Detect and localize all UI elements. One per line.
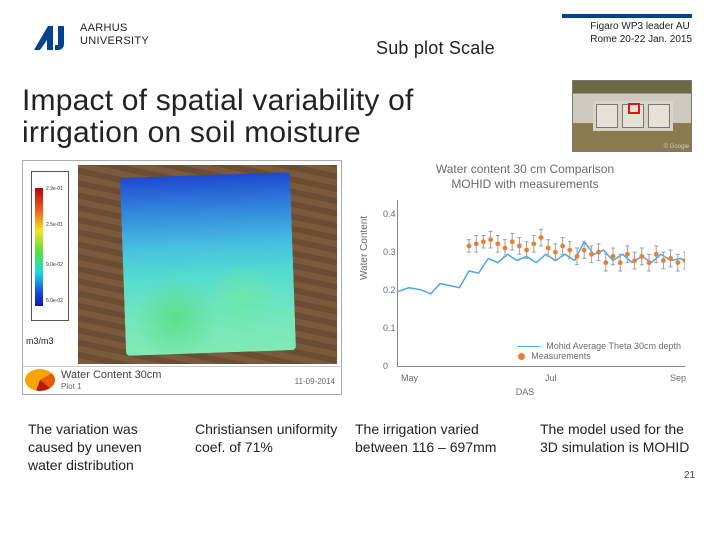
chart-title: Water content 30 cm Comparison MOHID wit… <box>355 160 695 192</box>
legend-dot-icon <box>518 353 525 360</box>
ytick-2: 0.2 <box>383 285 396 295</box>
colorbar-gradient <box>35 188 43 306</box>
unit-label: m3/m3 <box>26 336 54 346</box>
legend-dot-label: Measurements <box>531 351 591 361</box>
legend-line-label: Mohid Average Theta 30cm depth <box>546 341 681 351</box>
ytick-1: 0.1 <box>383 323 396 333</box>
aerial-thumbnail: © Google <box>572 80 692 152</box>
uni-line2: UNIVERSITY <box>80 35 149 48</box>
mohid-studio-icon <box>25 369 55 391</box>
ytick-0: 0 <box>383 361 388 371</box>
aerial-highlight-box <box>628 103 640 114</box>
xtick-jul: Jul <box>545 373 557 383</box>
chart-xlabel: DAS <box>355 387 695 397</box>
meta-line1: Figaro WP3 leader AU <box>590 20 692 33</box>
header-meta: Figaro WP3 leader AU Rome 20-22 Jan. 201… <box>590 20 692 46</box>
cb-tick-2: 9.0e-02 <box>46 262 63 268</box>
text-block-variation: The variation was caused by uneven water… <box>28 420 178 474</box>
title-line1: Impact of spatial variability of <box>22 85 414 117</box>
colorbar: 2.9e-01 2.5e-01 9.0e-02 5.0e-02 <box>31 171 69 321</box>
text-block-model: The model used for the 3D simulation is … <box>540 420 690 456</box>
cb-tick-0: 2.9e-01 <box>46 186 63 192</box>
meta-line2: Rome 20-22 Jan. 2015 <box>590 33 692 46</box>
xtick-sep: Sep <box>670 373 686 383</box>
xtick-may: May <box>401 373 418 383</box>
text-block-christiansen: Christiansen uniformity coef. of 71% <box>195 420 345 456</box>
cb-tick-3: 5.0e-02 <box>46 298 63 304</box>
water-content-map-figure: 2.9e-01 2.5e-01 9.0e-02 5.0e-02 Water Co… <box>22 160 342 395</box>
au-logo-icon <box>28 20 72 56</box>
figure-panel-footer: Water Content 30cm Plot 1 11-09-2014 <box>23 366 341 394</box>
header: AARHUS UNIVERSITY Sub plot Scale Figaro … <box>28 20 692 68</box>
chart-legend: Mohid Average Theta 30cm depth Measureme… <box>518 341 681 361</box>
figure-date: 11-09-2014 <box>295 377 335 386</box>
figure-subtitle: Plot 1 <box>61 382 81 391</box>
figure-title: Water Content 30cm <box>61 369 161 381</box>
comparison-chart: Water content 30 cm Comparison MOHID wit… <box>355 160 695 395</box>
uni-line1: AARHUS <box>80 22 149 35</box>
title-line2: irrigation on soil moisture <box>22 117 414 149</box>
meta-accent-bar <box>562 14 692 18</box>
legend-line-icon <box>518 346 540 347</box>
chart-title-l1: Water content 30 cm Comparison <box>436 162 614 176</box>
slide-title: Impact of spatial variability of irrigat… <box>22 85 414 149</box>
chart-ylabel: Water Content <box>359 216 370 280</box>
cb-tick-1: 2.5e-01 <box>46 222 63 228</box>
chart-title-l2: MOHID with measurements <box>451 177 598 191</box>
university-name: AARHUS UNIVERSITY <box>80 22 149 48</box>
text-block-irrigation: The irrigation varied between 116 – 697m… <box>355 420 510 456</box>
page-number: 21 <box>684 470 695 481</box>
subplot-scale-label: Sub plot Scale <box>376 38 495 59</box>
aerial-credit: © Google <box>664 144 689 150</box>
ytick-3: 0.3 <box>383 247 396 257</box>
water-content-overlay <box>120 172 296 356</box>
ytick-4: 0.4 <box>383 209 396 219</box>
